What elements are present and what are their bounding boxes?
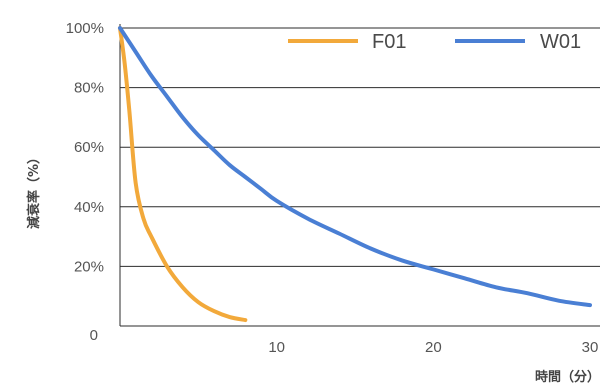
x-tick-label: 20 xyxy=(425,339,442,356)
y-tick-label: 60% xyxy=(74,139,104,156)
y-tick-label: 0 xyxy=(90,327,98,344)
legend-label-f01: F01 xyxy=(372,31,406,53)
y-tick-label: 80% xyxy=(74,80,104,97)
grid-lines xyxy=(120,27,600,267)
axis-labels: 減衰率（%） 時間（分） xyxy=(26,151,600,385)
series-line-w01 xyxy=(118,26,592,308)
legend-label-w01: W01 xyxy=(540,31,581,53)
axes xyxy=(119,24,600,327)
y-tick-label: 100% xyxy=(66,20,104,37)
y-tick-label: 20% xyxy=(74,258,104,275)
x-axis-label: 時間（分） xyxy=(535,369,600,385)
y-tick-label: 40% xyxy=(74,199,104,216)
x-tick-label: 10 xyxy=(268,339,285,356)
x-tick-label: 30 xyxy=(582,339,599,356)
y-axis-label: 減衰率（%） xyxy=(26,151,42,229)
series-lines xyxy=(118,26,592,323)
legend: F01 W01 xyxy=(288,31,581,53)
series-line-f01 xyxy=(118,26,248,323)
tick-labels: 0 20% 40% 60% 80% 100% 10 20 30 xyxy=(66,20,599,356)
